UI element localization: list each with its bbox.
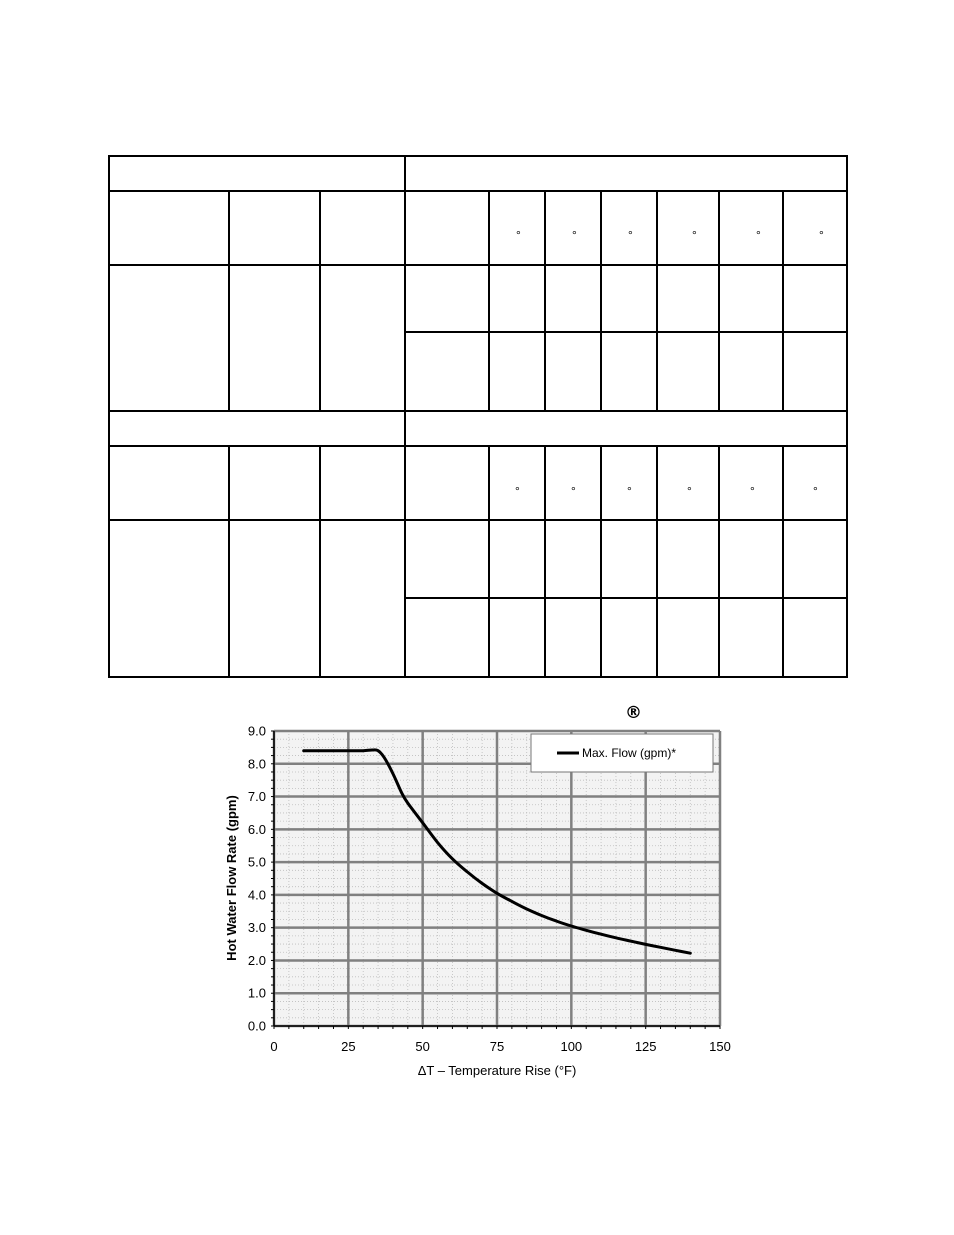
x-axis-ticks: 0 25 50 75 100 125 150 <box>270 1039 730 1054</box>
x-tick-label: 125 <box>635 1039 657 1054</box>
table-column-rule <box>600 190 602 410</box>
legend: Max. Flow (gpm)* <box>530 733 714 773</box>
y-tick-label: 6.0 <box>248 822 266 837</box>
table-column-rule <box>319 190 321 410</box>
table-border-right <box>846 155 848 677</box>
table-column-rule <box>228 445 230 676</box>
y-tick-label: 7.0 <box>248 789 266 804</box>
degree-symbol: ° <box>813 484 818 498</box>
table-column-rule <box>656 190 658 410</box>
table-column-rule <box>600 445 602 676</box>
y-tick-label: 9.0 <box>248 724 266 739</box>
table-rule <box>108 519 848 521</box>
degree-symbol: ° <box>572 228 577 242</box>
table-column-rule <box>782 445 784 676</box>
table-column-rule <box>488 190 490 410</box>
table-column-rule <box>319 445 321 676</box>
table-rule <box>108 445 848 447</box>
registered-trademark-symbol: ® <box>625 703 642 723</box>
table-rule <box>404 597 848 599</box>
legend-label: Max. Flow (gpm)* <box>582 746 676 760</box>
x-tick-label: 75 <box>490 1039 504 1054</box>
x-tick-label: 150 <box>709 1039 731 1054</box>
table-column-rule <box>544 190 546 410</box>
table-rule <box>108 410 848 412</box>
x-tick-label: 0 <box>270 1039 277 1054</box>
table-rule-top <box>108 155 848 157</box>
y-tick-label: 2.0 <box>248 953 266 968</box>
degree-symbol: ° <box>515 484 520 498</box>
degree-symbol: ° <box>692 228 697 242</box>
x-tick-label: 50 <box>415 1039 429 1054</box>
major-gridlines <box>271 729 722 1029</box>
table-column-rule <box>656 445 658 676</box>
y-axis-title: Hot Water Flow Rate (gpm) <box>224 795 239 961</box>
table-rule <box>108 264 848 266</box>
degree-symbol: ° <box>819 228 824 242</box>
x-tick-label: 25 <box>341 1039 355 1054</box>
table-border-left <box>108 155 110 677</box>
table-column-rule <box>488 445 490 676</box>
y-tick-label: 0.0 <box>248 1019 266 1034</box>
degree-symbol: ° <box>750 484 755 498</box>
table-column-rule <box>718 190 720 410</box>
hot-water-flow-chart: ® 0.0 1.0 2.0 3.0 4.0 5.0 6.0 7.0 8.0 9.0 0 25 50 75… <box>224 703 731 1078</box>
degree-symbol: ° <box>627 484 632 498</box>
y-tick-label: 4.0 <box>248 887 266 902</box>
max-flow-series-line <box>302 748 692 955</box>
y-tick-label: 1.0 <box>248 986 266 1001</box>
table-divider-middle <box>404 155 406 677</box>
y-tick-label: 5.0 <box>248 855 266 870</box>
table-rule-bottom <box>108 676 848 678</box>
degree-symbol: ° <box>628 228 633 242</box>
x-axis-title: ΔT – Temperature Rise (°F) <box>418 1063 577 1078</box>
table-column-rule <box>718 445 720 676</box>
y-tick-label: 8.0 <box>248 756 266 771</box>
table-column-rule <box>544 445 546 676</box>
table-column-rule <box>782 190 784 410</box>
degree-symbol: ° <box>571 484 576 498</box>
specification-table: ° ° ° ° ° ° ° ° ° ° ° ° <box>108 155 848 678</box>
y-axis-ticks: 0.0 1.0 2.0 3.0 4.0 5.0 6.0 7.0 8.0 9.0 <box>248 724 266 1034</box>
table-column-rule <box>228 190 230 410</box>
degree-symbol: ° <box>516 228 521 242</box>
degree-symbol: ° <box>756 228 761 242</box>
degree-symbol: ° <box>687 484 692 498</box>
x-tick-label: 100 <box>560 1039 582 1054</box>
table-rule <box>404 331 848 333</box>
y-tick-label: 3.0 <box>248 920 266 935</box>
table-rule <box>108 190 848 192</box>
